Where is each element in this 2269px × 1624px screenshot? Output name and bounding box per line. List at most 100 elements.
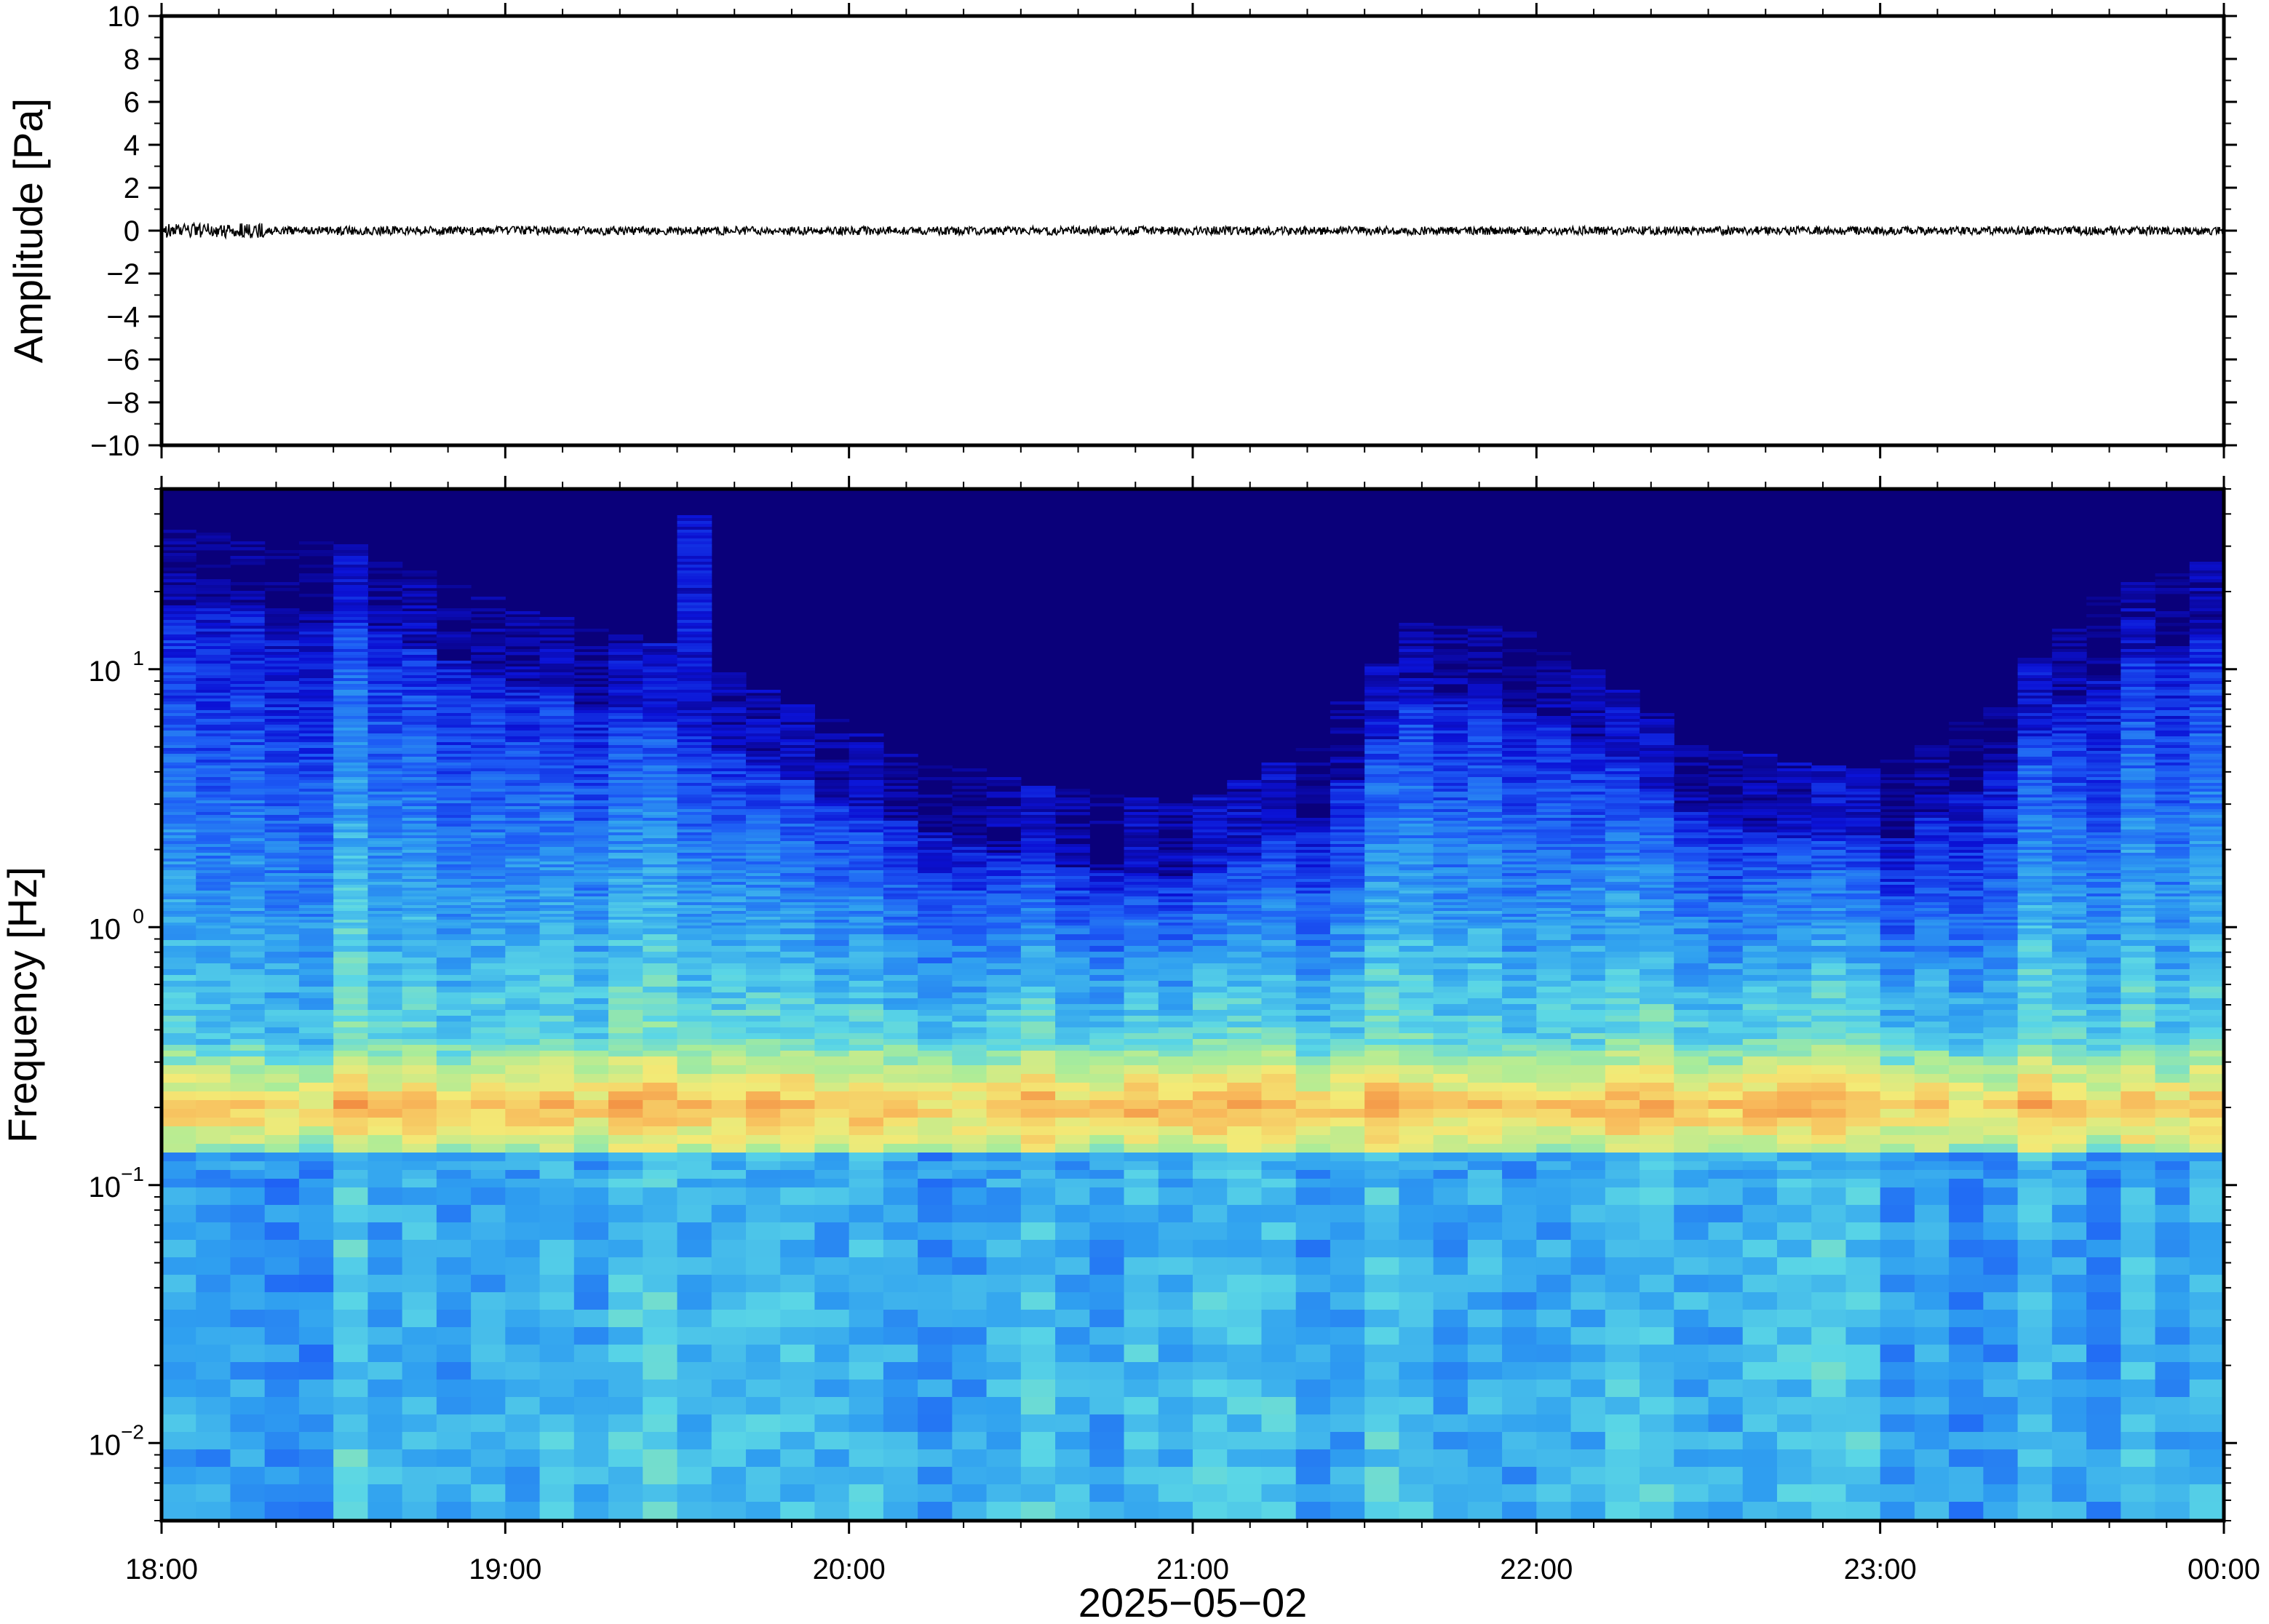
spectrogram-cell — [1089, 1187, 1125, 1206]
spectrogram-cell — [952, 1033, 988, 1040]
spectrogram-cell — [814, 733, 850, 737]
spectrogram-cell — [264, 1100, 300, 1110]
spectrogram-cell — [196, 783, 231, 787]
spectrogram-cell — [677, 690, 712, 693]
spectrogram-cell — [573, 783, 609, 787]
spectrogram-cell — [986, 1292, 1022, 1310]
spectrogram-cell — [1227, 888, 1263, 891]
spectrogram-cell — [883, 1022, 918, 1028]
spectrogram-cell — [1158, 908, 1193, 912]
spectrogram-cell — [608, 1153, 643, 1162]
spectrogram-cell — [1261, 821, 1297, 824]
spectrogram-cell — [883, 1345, 918, 1363]
spectrogram-cell — [643, 1004, 678, 1011]
spectrogram-cell — [298, 987, 334, 993]
spectrogram-cell — [436, 795, 472, 798]
spectrogram-cell — [1364, 815, 1399, 819]
spectrogram-cell — [711, 812, 747, 816]
spectrogram-cell — [230, 687, 266, 690]
spectrogram-cell — [264, 856, 300, 859]
spectrogram-cell — [1227, 998, 1263, 1005]
spectrogram-cell — [162, 896, 196, 900]
spectrogram-cell — [1295, 952, 1331, 958]
spectrogram-cell — [471, 821, 506, 824]
spectrogram-cell — [608, 658, 643, 661]
spectrogram-cell — [643, 800, 678, 804]
spectrogram-cell — [643, 975, 678, 982]
spectrogram-cell — [162, 832, 196, 836]
spectrogram-cell — [333, 1033, 368, 1040]
spectrogram-cell — [608, 867, 643, 871]
spectrogram-cell — [1020, 1484, 1056, 1502]
spectrogram-cell — [745, 728, 781, 731]
spectrogram-cell — [471, 876, 506, 880]
spectrogram-cell — [298, 771, 334, 775]
spectrogram-cell — [780, 1004, 816, 1011]
spectrogram-cell — [471, 926, 506, 929]
waveform-y-tick-label: −10 — [90, 430, 140, 462]
spectrogram-cell — [677, 1205, 712, 1223]
spectrogram-cell — [1089, 876, 1125, 880]
spectrogram-cell — [367, 1051, 403, 1057]
spectrogram-cell — [677, 1022, 712, 1028]
spectrogram-cell — [1124, 940, 1159, 947]
spectrogram-cell — [298, 780, 334, 784]
spectrogram-cell — [1330, 716, 1365, 720]
spectrogram-cell — [367, 1135, 403, 1145]
spectrogram-cell — [1020, 1310, 1056, 1328]
spectrogram-cell — [952, 1275, 988, 1293]
spectrogram-cell — [677, 530, 712, 533]
spectrogram-cell — [1124, 824, 1159, 827]
spectrogram-cell — [745, 1222, 781, 1241]
spectrogram-cell — [1193, 934, 1228, 941]
spectrogram-cell — [402, 617, 437, 621]
spectrogram-cell — [196, 748, 231, 752]
spectrogram-cell — [608, 958, 643, 964]
spectrogram-cell — [1193, 853, 1228, 856]
spectrogram-cell — [264, 981, 300, 987]
spectrogram-cell — [952, 1056, 988, 1066]
spectrogram-cell — [608, 882, 643, 885]
spectrogram-cell — [918, 1449, 953, 1468]
spectrogram-cell — [1124, 1065, 1159, 1075]
spectrogram-cell — [264, 920, 300, 923]
spectrogram-cell — [643, 684, 678, 688]
spectrogram-cell — [1020, 1004, 1056, 1011]
spectrogram-cell — [1124, 1502, 1159, 1520]
spectrogram-cell — [711, 850, 747, 853]
spectrogram-cell — [230, 664, 266, 667]
spectrogram-cell — [264, 763, 300, 766]
spectrogram-cell — [711, 1467, 747, 1485]
spectrogram-cell — [264, 792, 300, 795]
spectrogram-cell — [162, 835, 196, 839]
spectrogram-cell — [849, 1004, 884, 1011]
spectrogram-cell — [1089, 888, 1125, 891]
spectrogram-cell — [539, 850, 575, 853]
spectrogram-cell — [505, 675, 541, 679]
spectrogram-cell — [264, 1414, 300, 1433]
spectrogram-cell — [952, 780, 988, 784]
spectrogram-cell — [471, 998, 506, 1005]
spectrogram-cell — [471, 1502, 506, 1520]
spectrogram-cell — [986, 1144, 1022, 1153]
spectrogram-cell — [608, 780, 643, 784]
spectrogram-cell — [918, 1109, 953, 1118]
spectrogram-cell — [367, 958, 403, 964]
spectrogram-cell — [162, 847, 196, 851]
spectrogram-cell — [849, 920, 884, 923]
spectrogram-cell — [230, 1205, 266, 1223]
spectrogram-cell — [918, 923, 953, 926]
spectrogram-cell — [436, 1205, 472, 1223]
spectrogram-cell — [367, 824, 403, 827]
spectrogram-cell — [162, 885, 196, 888]
spectrogram-cell — [402, 1257, 437, 1275]
spectrogram-cell — [1055, 1467, 1090, 1485]
spectrogram-cell — [1295, 821, 1331, 824]
spectrogram-cell — [1364, 832, 1399, 836]
spectrogram-cell — [745, 1414, 781, 1433]
spectrogram-cell — [1124, 1345, 1159, 1363]
spectrogram-cell — [643, 742, 678, 746]
spectrogram-cell — [918, 835, 953, 839]
spectrogram-cell — [230, 882, 266, 885]
spectrogram-cell — [1055, 879, 1090, 883]
